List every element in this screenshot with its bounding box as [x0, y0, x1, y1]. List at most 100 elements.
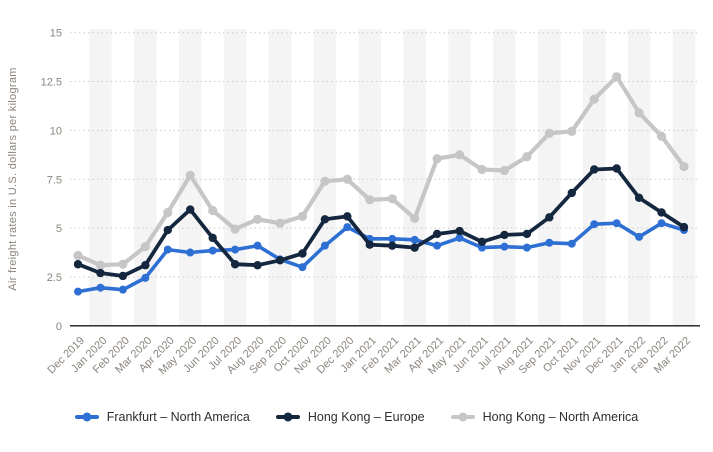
data-point: [499, 165, 510, 176]
data-point: [567, 126, 577, 136]
legend-label: Hong Kong – North America: [482, 410, 639, 424]
y-tick-label: 0: [56, 321, 62, 333]
data-point: [320, 241, 329, 250]
y-tick-label: 2.5: [47, 272, 62, 284]
data-point: [186, 248, 195, 257]
legend-marker-icon: [450, 412, 475, 422]
data-point: [634, 108, 644, 118]
data-point: [567, 239, 576, 248]
data-point: [163, 245, 172, 254]
data-point: [231, 245, 240, 254]
data-point: [73, 260, 83, 269]
data-point: [118, 271, 128, 281]
line-chart-canvas: Air freight rates in U.S. dollars per ki…: [7, 28, 700, 378]
data-point: [275, 256, 285, 265]
data-point: [410, 235, 419, 244]
data-point: [141, 261, 150, 270]
data-point: [433, 241, 442, 250]
y-tick-label: 15: [50, 28, 62, 40]
legend-dot-icon: [458, 412, 468, 422]
legend-label: Frankfurt – North America: [106, 410, 250, 424]
y-axis-ticks: 0 2.5 5 7.5 10 12.5 15: [41, 28, 62, 333]
data-point: [500, 230, 509, 240]
legend-dot-icon: [283, 412, 293, 422]
data-point: [140, 242, 150, 252]
legend-label: Hong Kong – Europe: [307, 410, 425, 424]
series-line: [76, 221, 686, 294]
y-axis-title: Air freight rates in U.S. dollars per ki…: [7, 67, 19, 291]
data-point: [545, 238, 554, 247]
data-point: [657, 208, 666, 217]
data-point: [657, 219, 666, 228]
data-point: [590, 165, 599, 174]
data-point: [74, 287, 82, 296]
data-point: [634, 193, 644, 203]
legend-marker-icon: [275, 412, 300, 422]
data-point: [500, 242, 509, 251]
data-point: [477, 237, 487, 246]
data-point: [522, 229, 532, 239]
legend-item-hong-kong-north-america[interactable]: Hong Kong – North America: [450, 410, 639, 424]
data-point: [252, 214, 263, 224]
data-point: [96, 283, 105, 292]
data-point: [454, 150, 465, 160]
plot-stripes: [89, 29, 696, 326]
data-point: [230, 224, 240, 234]
data-point: [118, 259, 128, 269]
data-point: [365, 195, 375, 205]
data-point: [96, 268, 105, 278]
data-point: [477, 164, 487, 175]
data-point: [679, 222, 689, 232]
data-point: [297, 211, 308, 221]
data-point: [432, 229, 442, 239]
data-point: [612, 219, 621, 228]
data-point: [612, 72, 622, 82]
series-hong-kong-north-america: [73, 72, 689, 270]
y-tick-label: 7.5: [47, 174, 62, 186]
series-line: [75, 74, 687, 268]
data-point: [342, 174, 352, 184]
legend-dot-icon: [82, 412, 92, 422]
data-point: [186, 205, 195, 214]
data-point: [343, 212, 352, 221]
data-point: [410, 213, 420, 223]
data-point: [545, 213, 554, 222]
data-point: [298, 263, 307, 272]
series-frankfurt-north-america: [74, 219, 688, 296]
data-point: [589, 94, 599, 104]
data-point: [410, 243, 419, 252]
data-point: [73, 250, 83, 261]
legend-marker-icon: [74, 412, 99, 422]
data-point: [343, 223, 352, 232]
data-point: [185, 170, 195, 180]
y-tick-label: 5: [56, 223, 62, 235]
legend-item-frankfurt-north-america[interactable]: Frankfurt – North America: [74, 410, 250, 424]
series-line: [76, 166, 686, 278]
data-point: [478, 243, 486, 252]
legend-item-hong-kong-europe[interactable]: Hong Kong – Europe: [275, 410, 425, 424]
data-point: [118, 285, 127, 294]
data-point: [320, 176, 330, 186]
y-tick-label: 10: [50, 125, 62, 137]
data-point: [365, 240, 374, 249]
data-point: [567, 188, 576, 198]
data-point: [208, 205, 218, 216]
data-point: [612, 164, 621, 173]
data-point: [656, 131, 667, 141]
data-point: [275, 218, 285, 228]
data-point: [253, 241, 262, 250]
data-point: [635, 232, 644, 241]
y-tick-label: 12.5: [41, 77, 62, 89]
series-hong-kong-europe: [73, 164, 689, 281]
data-point: [388, 241, 397, 250]
data-point: [163, 225, 172, 235]
data-point: [163, 207, 173, 218]
data-point: [230, 260, 240, 269]
data-point: [544, 128, 554, 138]
data-point: [387, 194, 397, 204]
data-point: [522, 243, 531, 252]
data-point: [679, 161, 689, 172]
data-point: [432, 154, 442, 164]
